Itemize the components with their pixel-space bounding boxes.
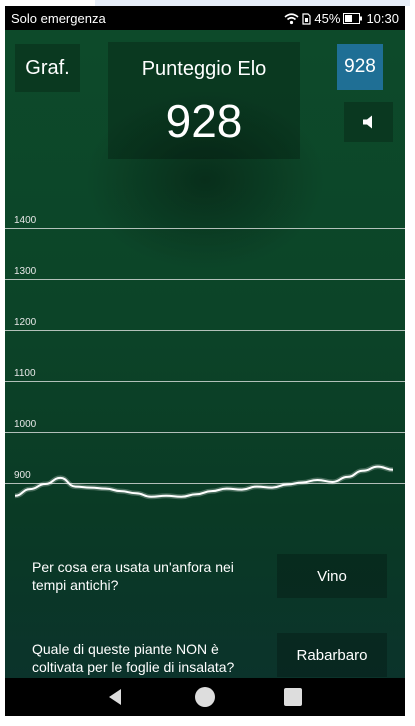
grid-line <box>5 432 405 433</box>
score-panel: Punteggio Elo 928 <box>108 42 300 159</box>
answer-button-1[interactable]: Vino <box>277 554 387 598</box>
status-icons: 45% 10:30 <box>284 11 399 26</box>
back-button[interactable] <box>85 678 145 716</box>
grid-line <box>5 279 405 280</box>
phone-screen: Solo emergenza 45% 10:30 Graf. <box>5 6 405 716</box>
series-line <box>14 465 394 498</box>
home-button[interactable] <box>175 678 235 716</box>
grid-line <box>5 228 405 229</box>
status-time: 10:30 <box>366 11 399 26</box>
graph-button-label: Graf. <box>25 56 70 79</box>
navigation-bar <box>5 678 405 716</box>
y-tick-label: 1000 <box>14 419 37 430</box>
sound-button[interactable] <box>344 102 393 142</box>
top-strip-tint <box>95 0 410 6</box>
recents-button[interactable] <box>263 678 323 716</box>
score-button[interactable]: 928 <box>337 44 383 90</box>
question-text-2: Quale di queste piante NON è coltivata p… <box>32 641 235 675</box>
sim-icon <box>302 12 312 25</box>
home-icon <box>195 687 215 707</box>
y-tick-label: 1300 <box>14 266 37 277</box>
y-tick-label: 900 <box>14 470 31 481</box>
score-value: 928 <box>165 95 243 147</box>
question-text-1: Per cosa era usata un'anfora nei tempi a… <box>32 559 234 593</box>
graph-button[interactable]: Graf. <box>15 44 80 92</box>
carrier-text: Solo emergenza <box>11 11 106 26</box>
wifi-icon <box>284 12 299 24</box>
status-bar: Solo emergenza 45% 10:30 <box>5 6 405 30</box>
back-icon <box>109 689 121 705</box>
grid-line <box>5 330 405 331</box>
battery-percent: 45% <box>314 11 341 26</box>
elo-chart <box>14 464 394 500</box>
top-strip <box>0 0 415 6</box>
answer-label-1: Vino <box>317 567 347 585</box>
grid-line <box>5 483 405 484</box>
answer-button-2[interactable]: Rabarbaro <box>277 633 387 677</box>
recents-icon <box>284 688 302 706</box>
y-tick-label: 1400 <box>14 215 37 226</box>
speaker-icon <box>362 115 372 129</box>
y-tick-label: 1200 <box>14 317 37 328</box>
grid-line <box>5 381 405 382</box>
battery-icon <box>343 13 363 24</box>
score-button-label: 928 <box>344 56 376 77</box>
y-tick-label: 1100 <box>14 368 36 379</box>
game-area: Graf. Punteggio Elo 928 928 1400 1300 1200… <box>5 30 405 678</box>
score-label: Punteggio Elo <box>141 58 267 80</box>
answer-label-2: Rabarbaro <box>296 646 368 664</box>
